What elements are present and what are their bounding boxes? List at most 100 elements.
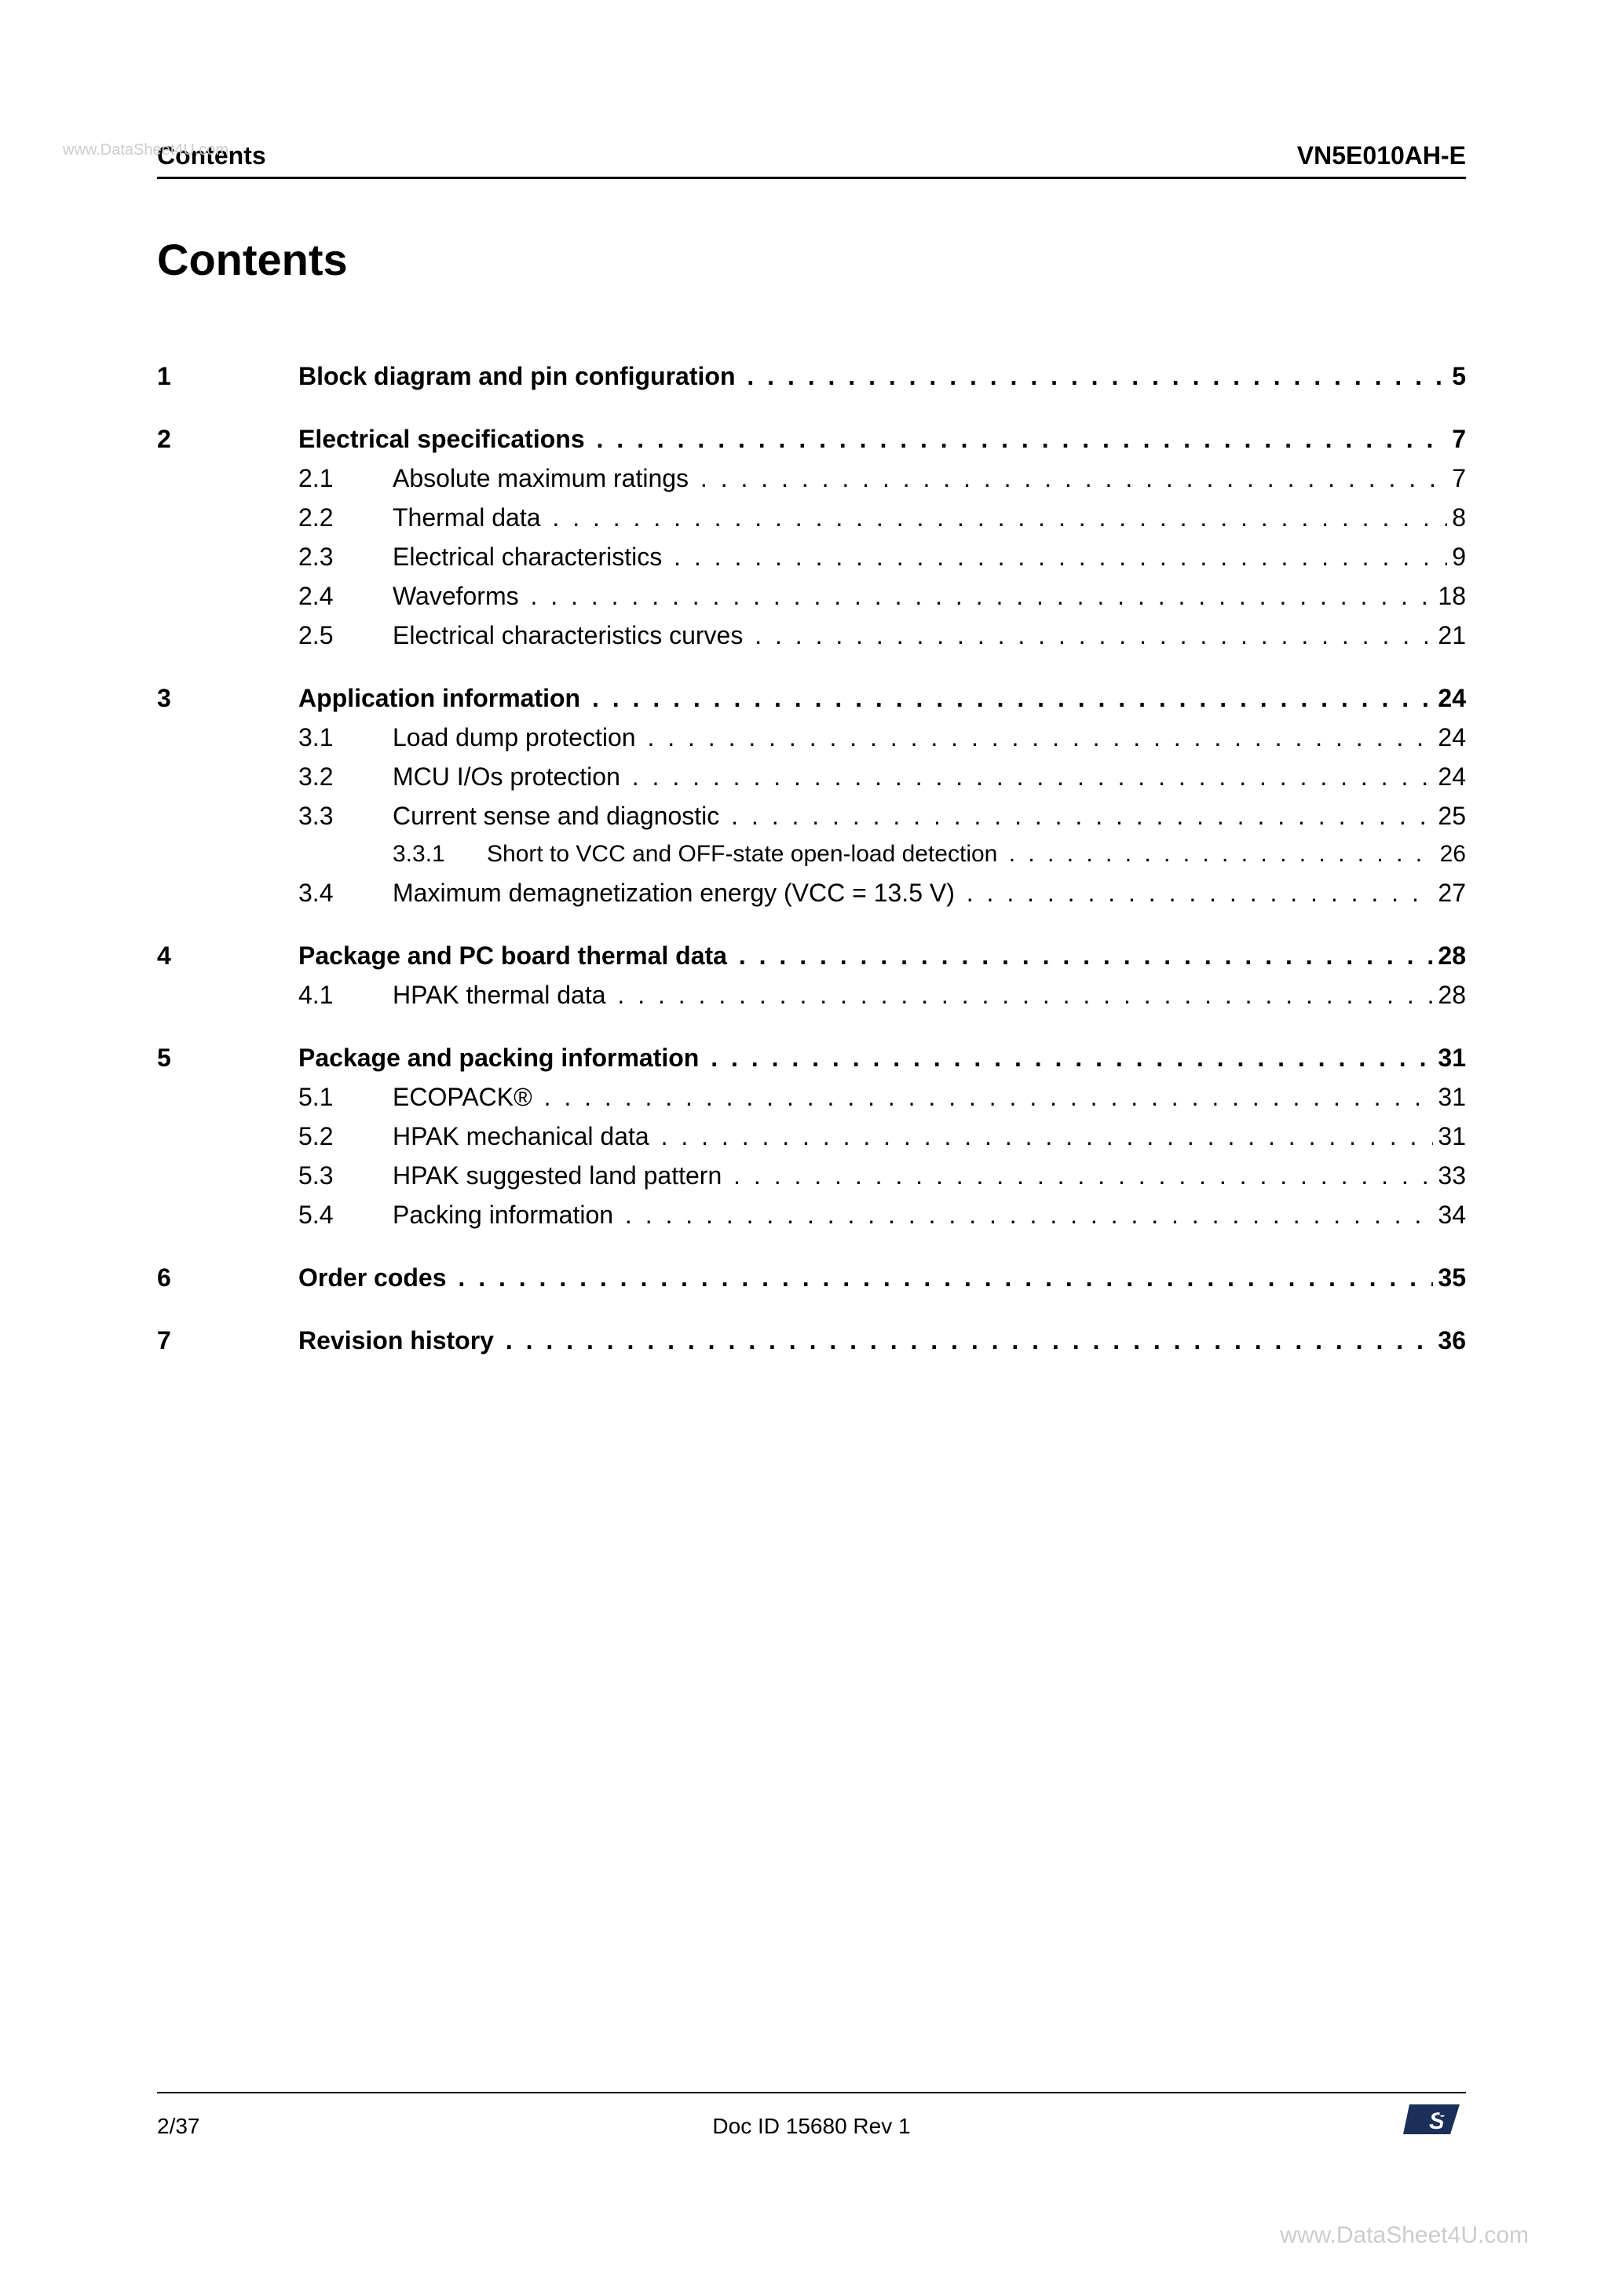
toc-section-number: 1 bbox=[157, 364, 298, 389]
toc-page-number: 18 bbox=[1433, 583, 1466, 609]
toc-subsection-label: Waveforms bbox=[393, 583, 526, 609]
toc-subsection-label: Packing information bbox=[393, 1202, 620, 1227]
toc-section[interactable]: 3Application information . . . . . . . .… bbox=[157, 686, 1466, 711]
toc-page-number: 25 bbox=[1433, 803, 1466, 828]
toc-section-label: Electrical specifications bbox=[298, 426, 592, 452]
toc-page-number: 33 bbox=[1433, 1163, 1466, 1188]
toc-subsection-number: 3.4 bbox=[298, 880, 393, 905]
toc-subsection-label: Electrical characteristics bbox=[393, 544, 669, 569]
toc-subsection-label: Maximum demagnetization energy (VCC = 13… bbox=[393, 880, 962, 905]
toc-section[interactable]: 2Electrical specifications . . . . . . .… bbox=[157, 426, 1466, 452]
toc-page-number: 31 bbox=[1433, 1084, 1466, 1110]
toc-section-label: Application information bbox=[298, 686, 587, 711]
toc-section-label: Revision history bbox=[298, 1328, 501, 1353]
toc-subsection-label: HPAK thermal data bbox=[393, 982, 612, 1007]
toc-leader-dots: . . . . . . . . . . . . . . . . . . . . … bbox=[750, 623, 1433, 648]
toc-subsection[interactable]: 3.1Load dump protection . . . . . . . . … bbox=[157, 725, 1466, 750]
toc-section-number: 5 bbox=[157, 1045, 298, 1070]
toc-section-number: 4 bbox=[157, 943, 298, 968]
toc-page-number: 24 bbox=[1433, 764, 1466, 789]
toc-subsection-number: 2.2 bbox=[298, 505, 393, 530]
toc-leader-dots: . . . . . . . . . . . . . . . . . . . . … bbox=[539, 1084, 1434, 1110]
toc-subsection-number: 2.5 bbox=[298, 623, 393, 648]
toc-page-number: 21 bbox=[1433, 623, 1466, 648]
toc-subsection[interactable]: 5.3HPAK suggested land pattern . . . . .… bbox=[157, 1163, 1466, 1188]
toc-section-label: Order codes bbox=[298, 1265, 453, 1290]
toc-subsection-label: MCU I/Os protection bbox=[393, 764, 627, 789]
toc-leader-dots: . . . . . . . . . . . . . . . . . . . . … bbox=[592, 426, 1448, 452]
toc-page-number: 28 bbox=[1433, 943, 1466, 968]
toc-subsection[interactable]: 5.2HPAK mechanical data . . . . . . . . … bbox=[157, 1124, 1466, 1149]
toc-leader-dots: . . . . . . . . . . . . . . . . . . . . … bbox=[729, 1163, 1433, 1188]
toc-leader-dots: . . . . . . . . . . . . . . . . . . . . … bbox=[706, 1045, 1433, 1070]
toc-page-number: 7 bbox=[1447, 466, 1466, 491]
toc-subsection[interactable]: 2.2Thermal data . . . . . . . . . . . . … bbox=[157, 505, 1466, 530]
toc-leader-dots: . . . . . . . . . . . . . . . . . . . . … bbox=[501, 1328, 1434, 1353]
toc-page-number: 35 bbox=[1433, 1265, 1466, 1290]
toc-subsection[interactable]: 5.4Packing information . . . . . . . . .… bbox=[157, 1202, 1466, 1227]
toc-section-label: Package and packing information bbox=[298, 1045, 706, 1070]
toc-subsection-number: 3.2 bbox=[298, 764, 393, 789]
toc-subsection-label: Current sense and diagnostic bbox=[393, 803, 726, 828]
toc-section[interactable]: 1Block diagram and pin configuration . .… bbox=[157, 364, 1466, 389]
toc-subsection[interactable]: 3.2MCU I/Os protection . . . . . . . . .… bbox=[157, 764, 1466, 789]
toc-page-number: 27 bbox=[1433, 880, 1466, 905]
toc-section-label: Package and PC board thermal data bbox=[298, 943, 734, 968]
toc-page-number: 9 bbox=[1447, 544, 1466, 569]
toc-subsection[interactable]: 3.3Current sense and diagnostic . . . . … bbox=[157, 803, 1466, 828]
toc-section[interactable]: 7Revision history . . . . . . . . . . . … bbox=[157, 1328, 1466, 1353]
toc-leader-dots: . . . . . . . . . . . . . . . . . . . . … bbox=[656, 1124, 1434, 1149]
toc-subsubsection[interactable]: 3.3.1Short to VCC and OFF-state open-loa… bbox=[157, 843, 1466, 866]
toc-subsection[interactable]: 2.4Waveforms . . . . . . . . . . . . . .… bbox=[157, 583, 1466, 609]
toc-section[interactable]: 5Package and packing information . . . .… bbox=[157, 1045, 1466, 1070]
toc-subsection[interactable]: 3.4Maximum demagnetization energy (VCC =… bbox=[157, 880, 1466, 905]
st-logo: S T bbox=[1403, 2100, 1466, 2139]
toc-page-number: 8 bbox=[1447, 505, 1466, 530]
toc-subsection-number: 3.3 bbox=[298, 803, 393, 828]
toc-section-number: 6 bbox=[157, 1265, 298, 1290]
footer-page-number: 2/37 bbox=[157, 2114, 200, 2139]
toc-subsection-number: 2.1 bbox=[298, 466, 393, 491]
table-of-contents: 1Block diagram and pin configuration . .… bbox=[157, 364, 1466, 1353]
toc-subsection[interactable]: 5.1ECOPACK® . . . . . . . . . . . . . . … bbox=[157, 1084, 1466, 1110]
toc-subsection[interactable]: 2.3Electrical characteristics . . . . . … bbox=[157, 544, 1466, 569]
toc-leader-dots: . . . . . . . . . . . . . . . . . . . . … bbox=[453, 1265, 1433, 1290]
toc-page-number: 24 bbox=[1433, 686, 1466, 711]
toc-section[interactable]: 4Package and PC board thermal data . . .… bbox=[157, 943, 1466, 968]
toc-leader-dots: . . . . . . . . . . . . . . . . . . . . … bbox=[734, 943, 1434, 968]
header-part-number: VN5E010AH-E bbox=[1297, 141, 1466, 170]
toc-subsection[interactable]: 2.5Electrical characteristics curves . .… bbox=[157, 623, 1466, 648]
page: www.DataSheet4U.com Contents VN5E010AH-E… bbox=[0, 0, 1623, 2296]
toc-leader-dots: . . . . . . . . . . . . . . . . . . . . … bbox=[620, 1202, 1433, 1227]
toc-subsection[interactable]: 2.1Absolute maximum ratings . . . . . . … bbox=[157, 466, 1466, 491]
toc-section-number: 7 bbox=[157, 1328, 298, 1353]
toc-subsubsection-label: Short to VCC and OFF-state open-load det… bbox=[487, 843, 1004, 866]
toc-subsection-number: 5.4 bbox=[298, 1202, 393, 1227]
toc-leader-dots: . . . . . . . . . . . . . . . . . . . . … bbox=[642, 725, 1433, 750]
toc-subsection-number: 5.1 bbox=[298, 1084, 393, 1110]
toc-section-label: Block diagram and pin configuration bbox=[298, 364, 742, 389]
toc-page-number: 5 bbox=[1447, 364, 1466, 389]
toc-page-number: 36 bbox=[1433, 1328, 1466, 1353]
watermark-bottom: www.DataSheet4U.com bbox=[1280, 2222, 1529, 2249]
toc-subsection[interactable]: 4.1HPAK thermal data . . . . . . . . . .… bbox=[157, 982, 1466, 1007]
toc-subsection-label: Load dump protection bbox=[393, 725, 642, 750]
toc-leader-dots: . . . . . . . . . . . . . . . . . . . . … bbox=[547, 505, 1447, 530]
toc-subsection-number: 3.1 bbox=[298, 725, 393, 750]
toc-leader-dots: . . . . . . . . . . . . . . . . . . . . … bbox=[742, 364, 1447, 389]
toc-section[interactable]: 6Order codes . . . . . . . . . . . . . .… bbox=[157, 1265, 1466, 1290]
toc-section-number: 3 bbox=[157, 686, 298, 711]
toc-leader-dots: . . . . . . . . . . . . . . . . . . . . … bbox=[726, 803, 1433, 828]
toc-leader-dots: . . . . . . . . . . . . . . . . . . . . … bbox=[1004, 843, 1435, 866]
watermark-top: www.DataSheet4U.com bbox=[63, 141, 228, 159]
toc-page-number: 26 bbox=[1435, 843, 1466, 866]
toc-page-number: 34 bbox=[1433, 1202, 1466, 1227]
toc-leader-dots: . . . . . . . . . . . . . . . . . . . . … bbox=[587, 686, 1433, 711]
toc-subsubsection-number: 3.3.1 bbox=[393, 843, 487, 866]
toc-subsection-label: Absolute maximum ratings bbox=[393, 466, 696, 491]
toc-leader-dots: . . . . . . . . . . . . . . . . . . . . … bbox=[627, 764, 1434, 789]
toc-subsection-label: Thermal data bbox=[393, 505, 547, 530]
toc-page-number: 31 bbox=[1433, 1124, 1466, 1149]
toc-page-number: 7 bbox=[1447, 426, 1466, 452]
footer-doc-id: Doc ID 15680 Rev 1 bbox=[712, 2114, 910, 2139]
